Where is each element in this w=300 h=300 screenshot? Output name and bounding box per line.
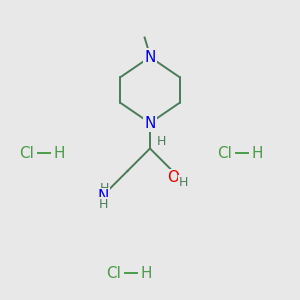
Text: H: H [179, 176, 189, 190]
Text: H: H [157, 135, 166, 148]
Text: N: N [144, 50, 156, 64]
Text: H: H [99, 182, 109, 196]
Text: O: O [167, 170, 179, 185]
Text: H: H [99, 198, 108, 211]
Text: H: H [252, 146, 263, 160]
Text: Cl: Cl [20, 146, 34, 160]
Text: H: H [141, 266, 152, 280]
Text: H: H [54, 146, 65, 160]
Text: Cl: Cl [106, 266, 122, 280]
Text: N: N [144, 116, 156, 130]
Text: Cl: Cl [218, 146, 232, 160]
Text: N: N [98, 189, 109, 204]
